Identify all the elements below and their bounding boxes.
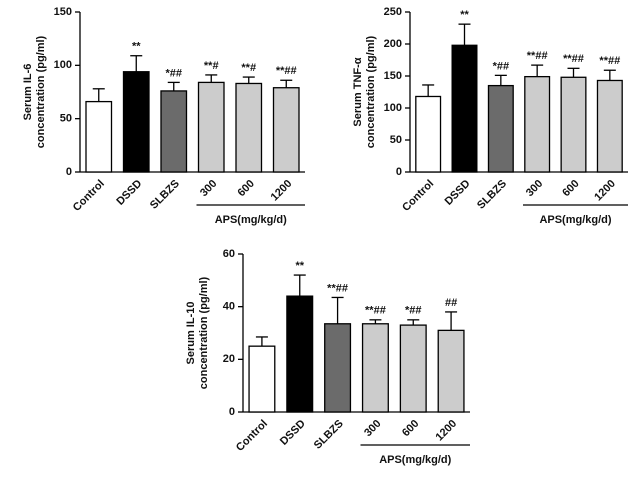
y-tick-label: 100 [54,59,72,71]
y-tick-label: 50 [390,134,402,146]
bar [122,71,150,173]
y-tick-label: 0 [229,406,235,418]
bar [451,44,478,173]
bar [197,81,225,173]
significance-label: **# [204,60,219,72]
bar [248,345,276,413]
bar [324,323,352,413]
x-tick-label: Control [234,418,270,454]
y-tick-label: 200 [384,38,402,50]
y-tick-label: 0 [66,166,72,178]
significance-label: **## [599,55,620,67]
group-label: APS(mg/kg/d) [539,214,611,226]
x-tick-label: 600 [235,178,256,199]
bar [560,76,587,173]
y-axis-label: Serum IL-10 [185,302,197,365]
significance-label: *## [165,67,182,79]
bar [160,90,188,173]
y-tick-label: 50 [60,113,72,125]
y-axis-label: Serum IL-6 [22,64,34,121]
bar [596,79,623,173]
y-tick-label: 150 [54,6,72,18]
y-axis-label: Serum TNF-α [352,57,364,126]
y-tick-label: 100 [384,102,402,114]
y-axis-label: concentration (pg/ml) [35,35,47,148]
significance-label: **## [365,305,386,317]
y-axis-label: concentration (pg/ml) [365,35,377,148]
significance-label: **## [563,53,584,65]
significance-label: **# [241,62,256,74]
x-tick-label: DSSD [114,178,144,208]
bar [85,100,113,173]
bar [415,95,442,173]
x-tick-label: 600 [400,418,421,439]
x-tick-label: DSSD [278,418,308,448]
x-tick-label: SLBZS [475,178,509,212]
y-tick-label: 20 [223,353,235,365]
bar [361,323,389,413]
x-tick-label: 300 [524,178,545,199]
x-tick-label: Control [400,178,436,214]
bar [437,329,465,413]
y-tick-label: 40 [223,301,235,313]
bar [286,295,314,413]
group-label: APS(mg/kg/d) [215,214,287,226]
x-tick-label: DSSD [443,178,473,208]
y-tick-label: 150 [384,70,402,82]
bar [487,84,514,173]
significance-label: ** [460,9,469,21]
group-label: APS(mg/kg/d) [379,454,451,466]
significance-label: ** [295,260,304,272]
x-tick-label: Control [71,178,107,214]
y-axis-label: concentration (pg/ml) [198,276,210,389]
x-tick-label: SLBZS [312,418,346,452]
bar [524,75,551,173]
x-tick-label: 1200 [433,418,459,444]
significance-label: **## [527,50,548,62]
y-tick-label: 0 [396,166,402,178]
significance-label: *## [405,305,422,317]
bar [272,87,300,173]
y-tick-label: 60 [223,248,235,260]
x-tick-label: 1200 [592,178,618,204]
bar [399,324,427,413]
x-tick-label: 600 [560,178,581,199]
x-tick-label: SLBZS [148,178,182,212]
x-tick-label: 300 [198,178,219,199]
y-tick-label: 250 [384,6,402,18]
x-tick-label: 1200 [269,178,295,204]
significance-label: ** [132,41,141,53]
bar [235,82,263,173]
significance-label: **## [276,65,297,77]
significance-label: ## [445,297,457,309]
significance-label: *## [493,60,510,72]
significance-label: **## [327,282,348,294]
x-tick-label: 300 [362,418,383,439]
